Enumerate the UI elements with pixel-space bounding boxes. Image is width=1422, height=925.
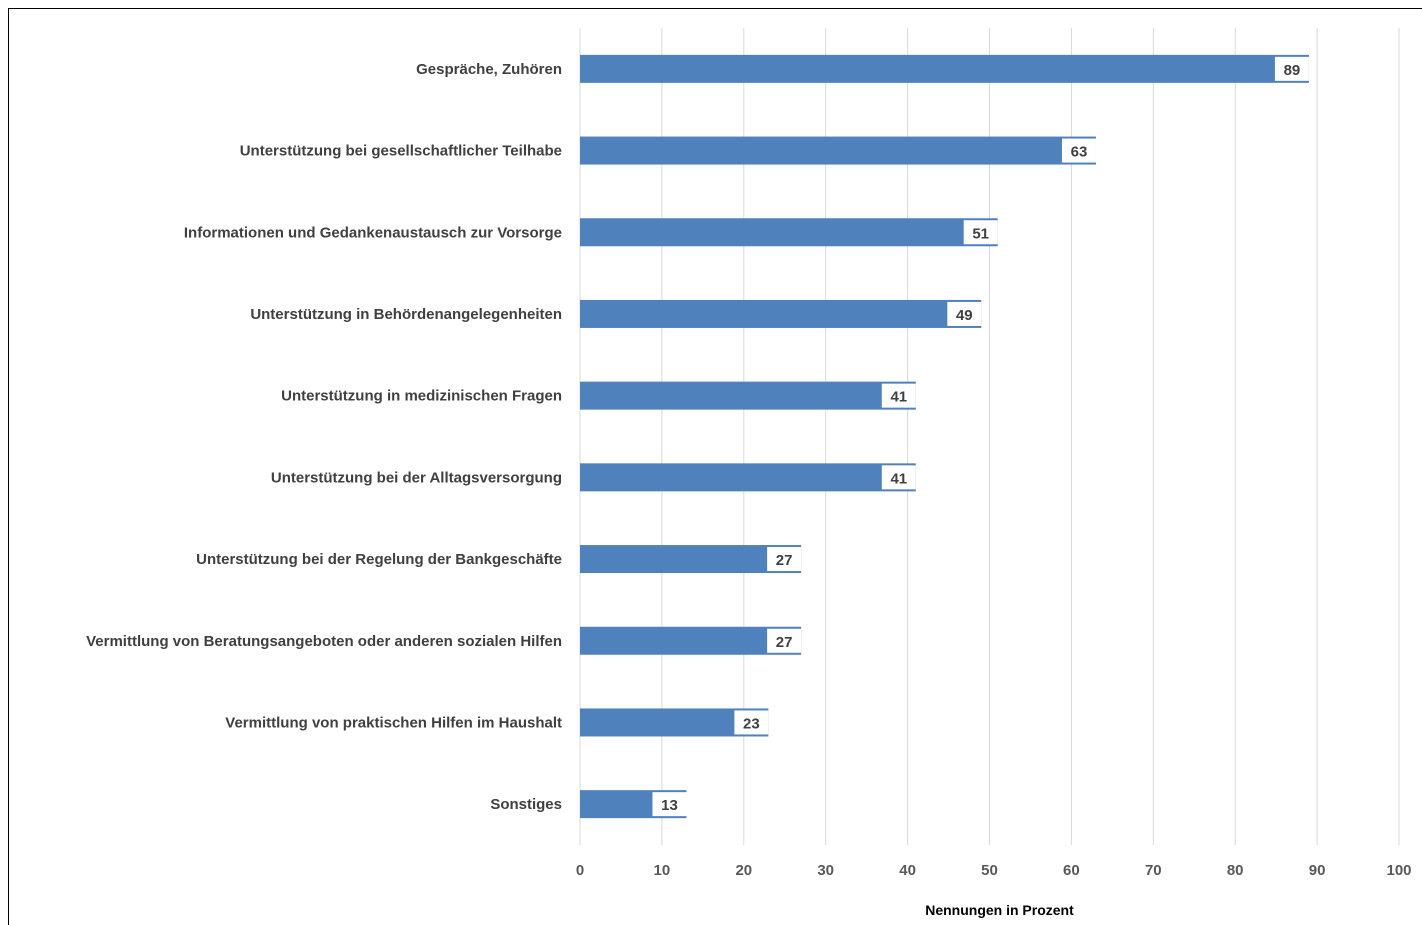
category-label: Sonstiges	[490, 796, 562, 813]
data-label-box	[947, 301, 982, 326]
data-label: 63	[1071, 144, 1088, 161]
bar	[580, 626, 802, 655]
x-tick-labels: 0 10 20 30 40 50 60 70 80 90 100	[576, 862, 1412, 879]
bar	[580, 54, 1309, 83]
x-tick-label: 50	[981, 862, 998, 879]
category-label: Informationen und Gedankenaustausch zur …	[184, 224, 562, 241]
bar	[580, 545, 802, 574]
category-label: Unterstützung bei der Alltagsversorgung	[271, 469, 562, 486]
x-tick-label: 80	[1227, 862, 1244, 879]
bar	[580, 381, 916, 410]
x-tick-label: 20	[735, 862, 752, 879]
x-tick-label: 10	[654, 862, 671, 879]
data-label: 41	[890, 470, 907, 487]
data-label: 49	[956, 307, 973, 324]
data-label-box	[734, 710, 769, 735]
bar	[580, 463, 916, 492]
bar	[580, 218, 998, 247]
data-label-box	[881, 465, 916, 490]
data-label-box	[1061, 138, 1096, 163]
gridlines	[579, 28, 1400, 845]
data-label-box	[652, 792, 687, 817]
data-label-box	[1274, 56, 1309, 81]
category-labels: Gespräche, Zuhören Unterstützung bei gese…	[86, 61, 562, 813]
bar	[580, 136, 1096, 165]
data-label-box	[767, 628, 802, 653]
data-label: 27	[776, 634, 793, 651]
data-label: 51	[972, 225, 989, 242]
x-tick-label: 90	[1309, 862, 1326, 879]
bar	[580, 299, 982, 328]
data-label: 13	[661, 797, 678, 814]
category-label: Unterstützung in Behördenangelegenheiten	[250, 306, 562, 323]
x-tick-label: 30	[817, 862, 834, 879]
x-tick-label: 70	[1145, 862, 1162, 879]
x-tick-label: 100	[1386, 862, 1411, 879]
x-tick-label: 60	[1063, 862, 1080, 879]
x-tick-label: 40	[899, 862, 916, 879]
data-label: 41	[890, 389, 907, 406]
data-label-box	[963, 220, 998, 245]
data-label: 27	[776, 552, 793, 569]
x-axis-title: Nennungen in Prozent	[925, 902, 1074, 918]
data-label-box	[881, 383, 916, 408]
category-label: Unterstützung bei gesellschaftlicher Tei…	[240, 143, 562, 160]
category-label: Vermittlung von praktischen Hilfen im Ha…	[225, 714, 562, 731]
data-labels: 89 63 51 49 41 41 27 27 23 13	[652, 56, 1309, 817]
bars	[580, 54, 1309, 819]
x-tick-label: 0	[576, 862, 584, 879]
data-label: 23	[743, 715, 760, 732]
category-label: Gespräche, Zuhören	[416, 61, 562, 78]
data-label: 89	[1284, 62, 1301, 79]
category-label: Unterstützung bei der Regelung der Bankg…	[196, 551, 562, 568]
chart-frame	[8, 8, 1422, 925]
category-label: Unterstützung in medizinischen Fragen	[281, 388, 562, 405]
data-label-box	[767, 547, 802, 572]
category-label: Vermittlung von Beratungsangeboten oder …	[86, 633, 562, 650]
